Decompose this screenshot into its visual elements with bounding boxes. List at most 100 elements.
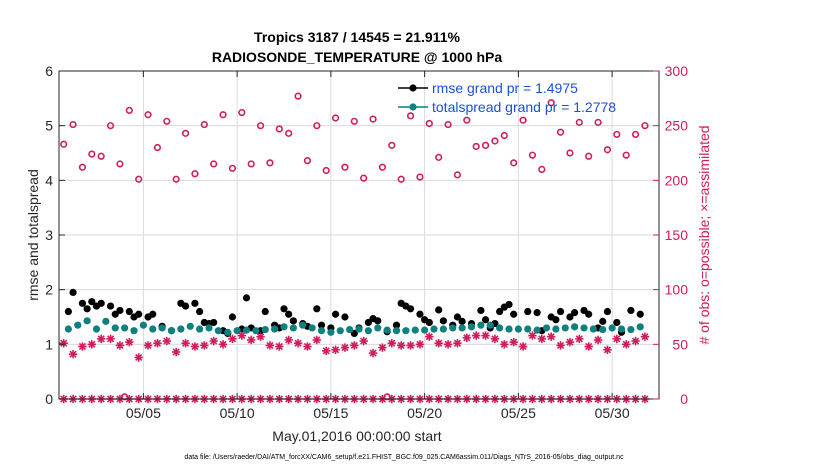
rmse-point — [106, 302, 115, 310]
possible-point — [144, 111, 152, 119]
assimilated-point — [518, 342, 528, 351]
possible-point — [406, 112, 415, 120]
possible-point — [603, 146, 612, 154]
assimilated-point — [443, 340, 453, 349]
legend: rmse grand pr = 1.4975 totalspread grand… — [398, 80, 616, 115]
rmse-point — [585, 310, 593, 318]
totalspread-point — [102, 317, 110, 325]
possible-point — [538, 165, 546, 173]
rmse-point — [285, 310, 293, 318]
assimilated-point — [78, 342, 87, 351]
assimilated-point — [303, 342, 312, 351]
possible-point — [322, 166, 330, 175]
y-right-tick-label: 150 — [665, 227, 689, 243]
totalspread-point — [64, 325, 72, 333]
totalspread-point — [402, 327, 410, 335]
assimilated-point — [500, 340, 509, 349]
assimilated-point — [471, 331, 481, 340]
marks-layer — [59, 92, 650, 404]
rmse-point — [425, 318, 433, 327]
y-right-tick-label: 200 — [665, 172, 689, 188]
totalspread-point — [383, 326, 391, 334]
possible-point — [60, 140, 68, 148]
possible-point — [378, 163, 387, 171]
rmse-point — [135, 310, 143, 318]
possible-point — [435, 153, 443, 161]
possible-point — [210, 160, 218, 168]
assimilated-point — [284, 335, 293, 345]
possible-point — [416, 173, 424, 181]
assimilated-point — [640, 332, 650, 341]
totalspread-point — [289, 324, 297, 332]
possible-point — [135, 175, 143, 183]
rmse-point — [317, 321, 326, 329]
rmse-point — [228, 313, 237, 321]
totalspread-point — [355, 325, 363, 333]
assimilated-point — [387, 339, 397, 348]
possible-point — [519, 116, 527, 124]
totalspread-point — [308, 324, 316, 332]
rmse-point — [556, 307, 565, 316]
rmse-point — [571, 309, 579, 317]
assimilated-point — [490, 334, 500, 344]
totalspread-point — [149, 325, 157, 333]
plot-area — [58, 70, 660, 404]
possible-point — [360, 174, 368, 182]
assimilated-point — [462, 333, 472, 342]
rmse-point — [78, 299, 87, 307]
totalspread-point — [346, 325, 354, 334]
assimilated-point — [359, 336, 368, 346]
totalspread-point — [92, 325, 101, 333]
assimilated-point — [209, 336, 218, 346]
totalspread-point — [449, 324, 457, 332]
totalspread-point — [280, 323, 288, 331]
ticks-layer — [59, 70, 659, 400]
assimilated-point — [331, 345, 340, 354]
rmse-point — [88, 298, 96, 306]
rmse-point — [392, 321, 401, 329]
assimilated-point — [200, 341, 209, 350]
rmse-point — [613, 318, 621, 327]
possible-point — [153, 143, 162, 152]
assimilated-point — [237, 331, 247, 340]
rmse-point — [331, 310, 340, 318]
assimilated-point — [68, 349, 78, 359]
legend-label-totalspread: totalspread grand pr = 1.2778 — [432, 99, 616, 115]
totalspread-point — [327, 328, 335, 336]
x-axis-ticks: 05/05 05/10 05/15 05/20 05/25 05/30 — [126, 405, 630, 421]
possible-point — [181, 129, 190, 137]
assimilated-point — [246, 335, 256, 345]
x-tick-label: 05/20 — [407, 405, 442, 421]
possible-point — [585, 152, 593, 160]
y-right-tick-label: 50 — [672, 336, 688, 352]
rmse-point — [210, 318, 218, 327]
totalspread-point — [374, 324, 382, 332]
assimilated-point — [603, 345, 612, 354]
assimilated-point — [453, 339, 462, 348]
possible-point — [266, 159, 274, 167]
possible-point — [631, 130, 640, 139]
rmse-point — [149, 310, 157, 318]
y-left-tick-label: 2 — [45, 282, 53, 298]
possible-point — [556, 128, 565, 136]
totalspread-point — [242, 326, 251, 334]
rmse-point — [191, 299, 199, 307]
totalspread-point — [486, 321, 494, 329]
y-left-tick-label: 1 — [45, 336, 53, 352]
possible-point — [313, 122, 321, 130]
rmse-point — [524, 307, 532, 316]
rmse-point — [416, 310, 424, 318]
assimilated-point — [378, 343, 387, 352]
possible-point — [331, 114, 340, 122]
left-axis-ticks: 0 1 2 3 4 5 6 — [45, 63, 53, 407]
assimilated-point — [612, 334, 622, 344]
assimilated-point — [181, 339, 190, 348]
possible-point — [341, 163, 349, 171]
rmse-point — [289, 317, 297, 325]
totalspread-point — [139, 321, 147, 329]
x-tick-label: 05/30 — [595, 405, 630, 421]
rmse-point — [599, 317, 607, 325]
totalspread-point — [336, 327, 344, 335]
rmse-point — [439, 317, 447, 325]
